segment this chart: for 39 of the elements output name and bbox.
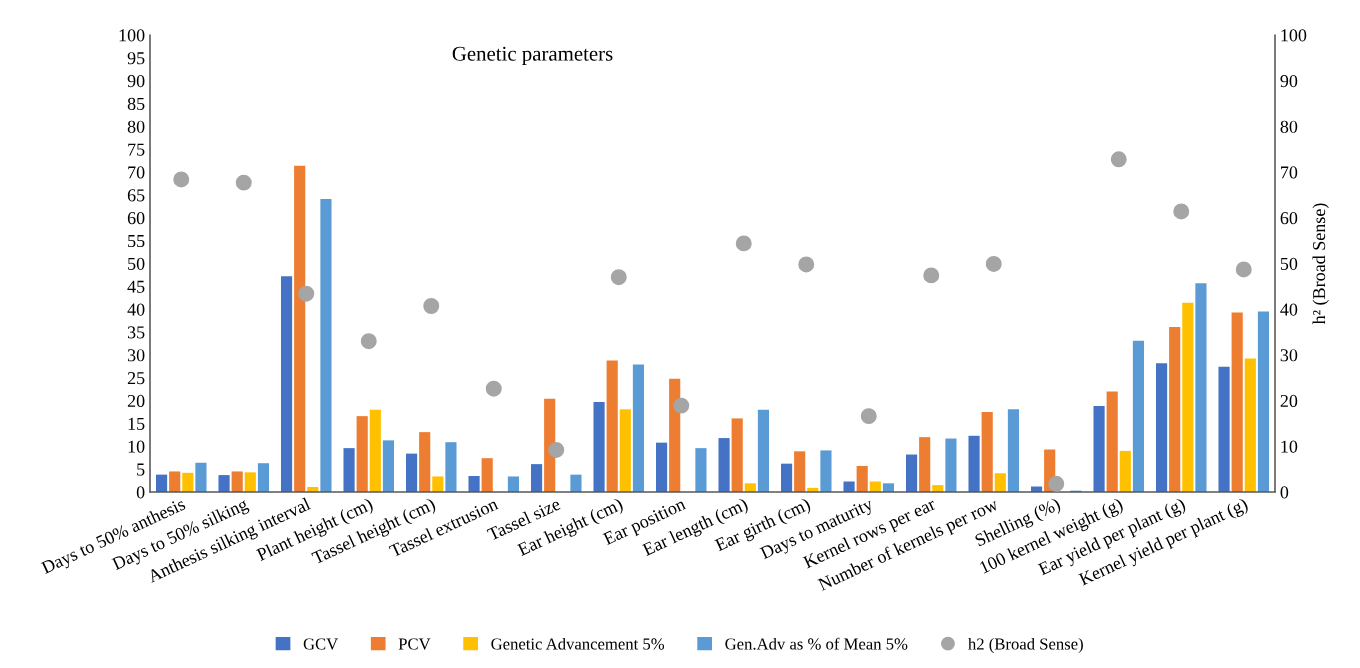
y-tick-label: 10 xyxy=(128,440,145,453)
y2-tick-label: 40 xyxy=(1280,303,1298,316)
y2-tick-label: 10 xyxy=(1281,440,1298,453)
y2-tick-label: 50 xyxy=(1280,257,1298,270)
y-tick-label: 80 xyxy=(127,120,145,133)
y-tick-label: 15 xyxy=(128,417,145,430)
legend-label: Gen.Adv as % of Mean 5% xyxy=(725,637,908,650)
legend-label: GCV xyxy=(303,638,339,650)
y2-tick-label: 70 xyxy=(1281,166,1298,179)
y-tick-label: 55 xyxy=(128,235,145,248)
y2-tick-label: 0 xyxy=(1280,486,1289,499)
y2-tick-label: 20 xyxy=(1280,394,1298,408)
y2-tick-label: 100 xyxy=(1281,29,1307,42)
y-tick-label: 75 xyxy=(128,143,145,156)
y-tick-label: 5 xyxy=(137,463,145,476)
text: Genetic parameters xyxy=(452,46,613,66)
y-tick-label: 40 xyxy=(127,303,145,316)
y-tick-label: 70 xyxy=(128,166,145,179)
legend-label: h2 (Broad Sense) xyxy=(968,637,1083,653)
y-tick-label: 95 xyxy=(127,52,145,65)
legend-label: PCV xyxy=(398,638,431,650)
y-tick-label: 30 xyxy=(127,349,145,362)
y-tick-label: 100 xyxy=(119,29,145,42)
y2-axis-title: h² (Broad Sense) xyxy=(1312,203,1329,325)
y-tick-label: 45 xyxy=(127,280,145,293)
y-tick-label: 50 xyxy=(128,257,145,270)
y-tick-label: 35 xyxy=(127,326,145,339)
y-tick-label: 20 xyxy=(127,394,145,408)
legend-label: Genetic Advancement 5% xyxy=(491,637,665,650)
y-tick-label: 90 xyxy=(127,74,145,88)
y-tick-label: 85 xyxy=(127,97,145,110)
y-tick-label: 60 xyxy=(127,212,145,225)
y-tick-label: 0 xyxy=(136,486,145,499)
y-tick-label: 65 xyxy=(127,189,145,202)
y2-tick-label: 90 xyxy=(1280,74,1298,88)
y2-tick-label: 80 xyxy=(1280,120,1298,133)
y2-tick-label: 30 xyxy=(1280,349,1298,362)
y2-tick-label: 60 xyxy=(1280,212,1298,225)
y-tick-label: 25 xyxy=(127,372,145,385)
